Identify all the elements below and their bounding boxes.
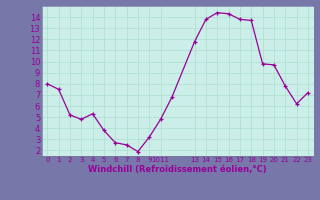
X-axis label: Windchill (Refroidissement éolien,°C): Windchill (Refroidissement éolien,°C) — [88, 165, 267, 174]
